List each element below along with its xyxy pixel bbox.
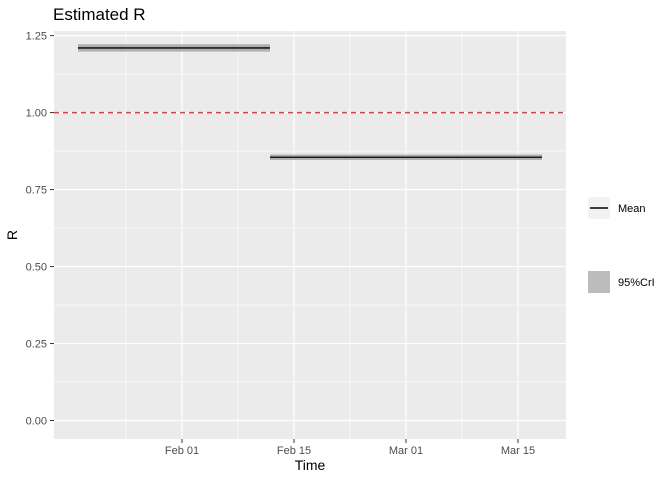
x-tick-label: Mar 15	[501, 445, 535, 457]
x-tick-label: Mar 01	[389, 445, 423, 457]
y-axis-title: R	[4, 230, 20, 240]
legend: Mean 95%CrI	[588, 197, 655, 293]
legend-label-mean: Mean	[618, 203, 646, 215]
legend-label-cri: 95%CrI	[618, 277, 655, 289]
legend-key-cri	[588, 271, 610, 293]
x-axis: Feb 01 Feb 15 Mar 01 Mar 15	[165, 439, 535, 457]
y-tick-label: 1.25	[26, 31, 47, 43]
chart-title: Estimated R	[53, 5, 146, 24]
plot-panel	[54, 31, 566, 439]
y-tick-label: 0.50	[26, 262, 47, 274]
y-tick-label: 0.25	[26, 339, 47, 351]
y-tick-label: 1.00	[26, 108, 47, 120]
data-marks	[78, 44, 542, 161]
y-tick-label: 0.00	[26, 416, 47, 428]
minor-gridlines	[54, 31, 566, 439]
x-tick-label: Feb 01	[165, 445, 199, 457]
x-tick-label: Feb 15	[277, 445, 311, 457]
y-tick-label: 0.75	[26, 185, 47, 197]
x-axis-title: Time	[295, 457, 326, 473]
y-axis: 0.00 0.25 0.50 0.75 1.00 1.25	[26, 31, 54, 428]
